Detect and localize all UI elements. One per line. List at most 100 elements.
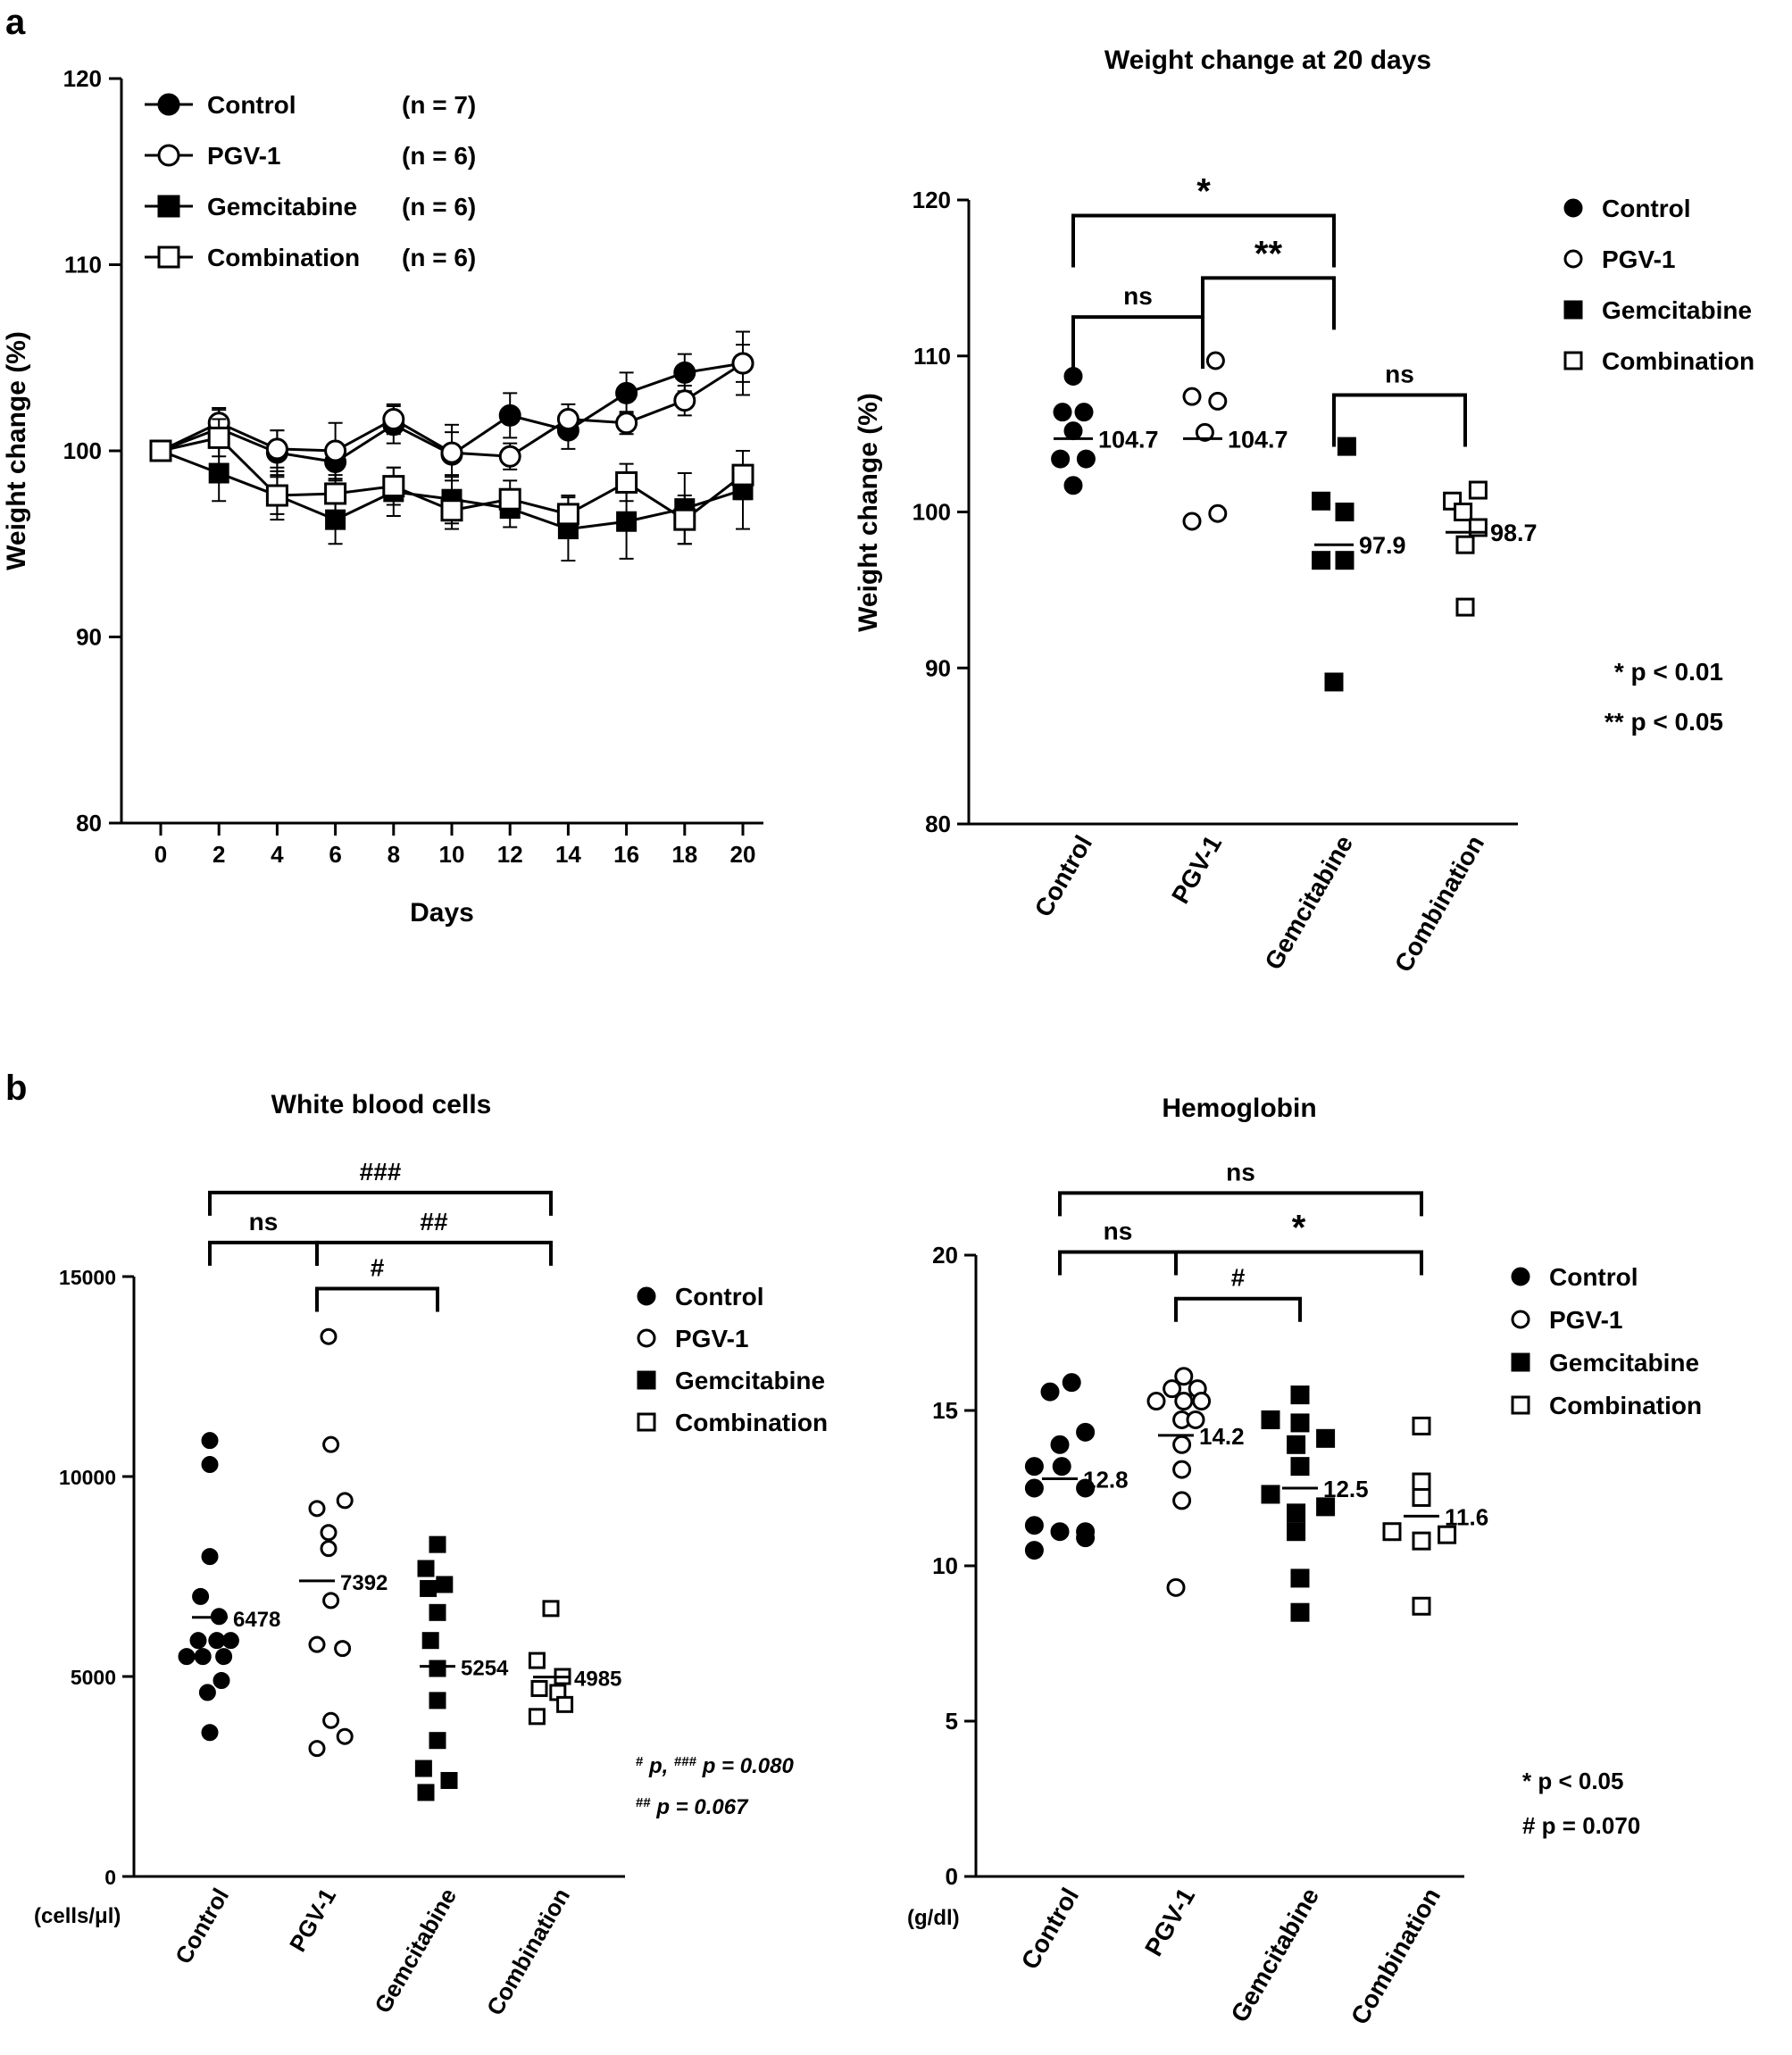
group-combination: 98.7 — [1443, 480, 1538, 617]
data-point — [322, 1435, 340, 1453]
legend-label: PGV-1 — [1602, 245, 1675, 273]
legend-marker — [1563, 198, 1583, 218]
data-point — [1335, 503, 1354, 521]
data-point — [324, 482, 347, 505]
mean-value-label: 97.9 — [1359, 532, 1406, 559]
legend-label: Combination — [1602, 347, 1754, 375]
data-point — [1312, 491, 1331, 511]
data-point — [673, 508, 696, 531]
y-tick-label: 15000 — [59, 1266, 116, 1289]
category-label: Combination — [1346, 1884, 1446, 2030]
legend-label: Gemcitabine — [1602, 296, 1752, 324]
data-point — [420, 1579, 438, 1597]
data-point — [1454, 503, 1473, 521]
data-point — [429, 1535, 446, 1553]
legend-label: PGV-1 — [675, 1325, 748, 1352]
mean-value-label: 5254 — [461, 1657, 509, 1681]
significance-note: # p = 0.070 — [1522, 1812, 1640, 1839]
legend-label: Combination — [675, 1409, 828, 1436]
category-label: Control — [170, 1884, 234, 1968]
note-text: p = 0.080 — [696, 1754, 794, 1778]
data-point — [1186, 1410, 1205, 1429]
data-point — [1063, 421, 1083, 441]
data-point — [1324, 672, 1344, 692]
legend-marker — [1563, 300, 1583, 320]
data-point — [1312, 551, 1331, 570]
legend-marker — [157, 144, 180, 167]
x-tick-label: 10 — [439, 841, 465, 868]
legend-label: Gemcitabine — [675, 1367, 825, 1394]
unit-label: (cells/μl) — [34, 1904, 121, 1928]
mean-value-label: 7392 — [340, 1571, 388, 1595]
data-point — [178, 1648, 196, 1666]
data-point — [201, 1724, 219, 1742]
group-pgv-1: 104.7 — [1182, 351, 1288, 531]
legend-label: Combination — [207, 244, 360, 271]
data-point — [1053, 403, 1072, 422]
category-label: Combination — [481, 1884, 575, 2020]
x-tick-label: 8 — [388, 841, 400, 868]
significance-bracket — [1332, 393, 1467, 447]
significance-bracket — [208, 1240, 319, 1266]
legend-label: PGV-1 — [1549, 1306, 1622, 1334]
data-point — [1163, 1379, 1182, 1399]
significance-label: ns — [1123, 282, 1153, 310]
data-point — [1172, 1460, 1192, 1479]
significance-bracket — [315, 1286, 439, 1312]
note-text: p, — [643, 1754, 674, 1778]
panel-label-a: a — [5, 3, 26, 42]
y-tick-label: 0 — [946, 1863, 958, 1890]
data-point — [1076, 449, 1096, 469]
data-point — [336, 1727, 354, 1745]
data-point — [194, 1648, 212, 1666]
data-point — [1146, 1392, 1166, 1411]
data-point — [208, 1632, 226, 1650]
data-point — [1063, 366, 1083, 386]
data-point — [1316, 1497, 1336, 1517]
data-point — [1290, 1413, 1310, 1433]
significance-label: ns — [249, 1208, 279, 1235]
y-tick-label: 110 — [64, 252, 102, 279]
legend-marker — [637, 1286, 656, 1306]
data-point — [1050, 1435, 1070, 1454]
category-label: PGV-1 — [1166, 831, 1227, 909]
data-point — [1290, 1602, 1310, 1622]
data-point — [556, 1695, 574, 1713]
data-point — [615, 470, 638, 494]
data-point — [528, 1708, 546, 1726]
data-point — [336, 1492, 354, 1510]
group-gemcitabine: 12.5 — [1261, 1385, 1369, 1622]
significance-label: ns — [1385, 360, 1414, 387]
data-point — [1076, 1478, 1096, 1498]
significance-bracket — [1058, 1250, 1178, 1276]
mean-value-label: 12.8 — [1083, 1467, 1129, 1493]
data-point — [192, 1587, 210, 1605]
data-point — [1455, 597, 1475, 617]
significance-bracket — [1201, 276, 1336, 330]
data-point — [308, 1500, 326, 1518]
chart-title: Hemoglobin — [1162, 1094, 1316, 1123]
data-point — [1261, 1410, 1280, 1429]
y-tick-label: 100 — [63, 437, 102, 464]
weight-change-20-days-chart: Weight change at 20 days 80 90 100 110 120 Wei… — [854, 46, 1754, 977]
legend-marker — [1563, 351, 1583, 370]
mean-value-label: 6478 — [233, 1608, 280, 1632]
legend-n-label: (n = 6) — [402, 142, 476, 170]
panel-label-b: b — [5, 1069, 27, 1108]
data-point — [213, 1671, 230, 1689]
y-tick-label: 90 — [76, 624, 102, 651]
data-point — [308, 1740, 326, 1758]
white-blood-cells-chart: White blood cells 0 5000 10000 15000 (cells/μ… — [34, 1090, 828, 2020]
data-point — [542, 1600, 560, 1618]
significance-note: * p < 0.05 — [1522, 1768, 1623, 1794]
data-point — [324, 439, 347, 462]
data-point — [1290, 1385, 1310, 1405]
y-tick-label: 90 — [925, 654, 951, 681]
x-tick-label: 16 — [613, 841, 639, 868]
data-point — [1074, 403, 1094, 422]
data-point — [421, 1632, 439, 1650]
data-point — [320, 1540, 338, 1558]
data-point — [382, 408, 405, 431]
data-point — [1290, 1457, 1310, 1477]
